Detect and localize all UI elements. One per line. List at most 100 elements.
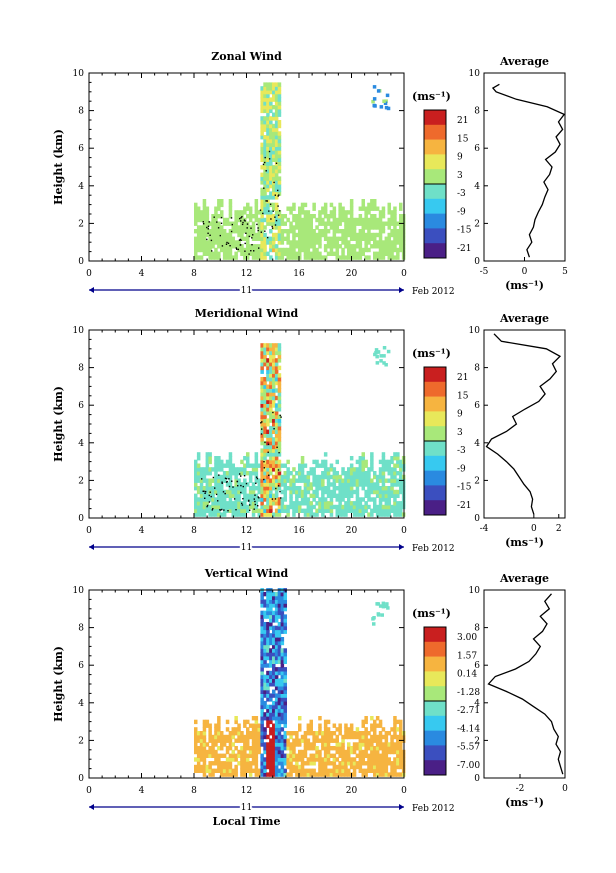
heatmap-cell <box>269 648 273 653</box>
heatmap-cell <box>379 105 384 109</box>
heatmap-cell <box>399 742 403 747</box>
colorbar-segment <box>424 686 446 702</box>
heatmap-cell <box>283 489 287 495</box>
heatmap-cell <box>283 486 287 491</box>
heatmap-cell <box>196 236 201 241</box>
heatmap-cell <box>387 478 391 483</box>
heatmap-cell <box>211 512 215 517</box>
heatmap-cell <box>266 606 270 612</box>
heatmap-cell <box>381 757 386 762</box>
heatmap-cell <box>246 463 250 468</box>
contour-mark <box>240 491 242 494</box>
heatmap-cell <box>349 508 354 513</box>
heatmap-cell <box>286 486 290 491</box>
heatmap-cell <box>361 251 365 256</box>
heatmap-cell <box>228 229 233 234</box>
heatmap-cell <box>269 369 273 374</box>
heatmap-cell <box>367 236 371 241</box>
heatmap-cell <box>358 474 363 480</box>
heatmap-cell <box>263 120 267 125</box>
colorbar-label: -3 <box>457 446 466 456</box>
heatmap-cell <box>199 474 204 480</box>
heatmap-cell <box>358 508 363 513</box>
heatmap-cell <box>312 459 316 465</box>
heatmap-cell <box>396 247 400 253</box>
heatmap-cell <box>260 120 264 125</box>
heatmap-cells <box>194 343 406 517</box>
heatmap-cell <box>298 247 302 253</box>
heatmap-cell <box>367 504 371 510</box>
heatmap-cell <box>231 508 235 513</box>
heatmap-cell <box>378 742 383 747</box>
heatmap-cell <box>214 723 218 728</box>
heatmap-cell <box>202 217 207 223</box>
heatmap-cell <box>217 738 221 743</box>
heatmap-cell <box>361 474 365 480</box>
heatmap-cell <box>352 489 357 495</box>
heatmap-cell <box>329 240 334 245</box>
heatmap-cell <box>358 501 363 506</box>
heatmap-cell <box>298 251 302 256</box>
heatmap-cell <box>283 670 287 676</box>
heatmap-cell <box>199 757 204 762</box>
heatmap-cell <box>393 255 397 260</box>
heatmap-cell <box>341 497 345 502</box>
heatmap-cell <box>384 486 389 491</box>
heatmap-cell <box>272 236 276 241</box>
heatmap-cell <box>269 633 273 638</box>
heatmap-cell <box>240 247 244 253</box>
heatmap-cell <box>272 388 276 393</box>
heatmap-cell <box>361 508 365 513</box>
heatmap-cell <box>240 489 244 495</box>
heatmap-cell <box>260 637 264 642</box>
heatmap-cell <box>367 255 371 260</box>
heatmap-cell <box>280 478 285 483</box>
heatmap-cell <box>303 497 308 502</box>
heatmap-cell <box>347 467 351 472</box>
heatmap-cell <box>254 734 259 740</box>
heatmap-cell <box>246 734 250 740</box>
heatmap-cell <box>199 244 204 249</box>
heatmap-cell <box>335 727 339 732</box>
heatmap-cell <box>214 456 218 461</box>
heatmap-cell <box>222 221 227 226</box>
heatmap-cell <box>381 478 386 483</box>
heatmap-cell <box>274 463 279 468</box>
heatmap-cell <box>352 471 357 476</box>
heatmap-cell <box>269 757 273 762</box>
heatmap-cell <box>240 738 244 743</box>
contour-mark <box>241 223 244 226</box>
heatmap-cell <box>384 363 388 367</box>
heatmap-cell <box>329 746 334 751</box>
heatmap-cell <box>266 622 270 627</box>
date-label: Feb 2012 <box>412 287 455 297</box>
heatmap-cell <box>272 764 276 770</box>
heatmap-cell <box>277 101 282 106</box>
heatmap-cell <box>396 459 400 465</box>
heatmap-cell <box>312 236 316 241</box>
heatmap-cell <box>318 255 322 260</box>
heatmap-cell <box>283 652 287 657</box>
profile-y-tick-label: 6 <box>474 401 480 411</box>
heatmap-cell <box>318 757 322 762</box>
heatmap-cell <box>344 512 348 517</box>
heatmap-cell <box>381 727 386 732</box>
heatmap-cell <box>318 723 322 728</box>
heatmap-cell <box>332 489 337 495</box>
heatmap-cell <box>220 742 224 747</box>
heatmap-cell <box>384 105 389 110</box>
heatmap-cell <box>243 210 247 215</box>
heatmap-cell <box>266 180 270 185</box>
contour-mark <box>226 241 228 244</box>
heatmap-cell <box>378 501 383 506</box>
heatmap-cell <box>228 489 233 495</box>
heatmap-cell <box>332 244 337 249</box>
contour-mark <box>237 248 239 251</box>
heatmap-cell <box>277 644 282 649</box>
heatmap-cell <box>257 497 261 502</box>
heatmap-cell <box>347 501 351 506</box>
heatmap-cell <box>367 467 371 472</box>
heatmap-cell <box>373 240 377 245</box>
heatmap-cell <box>234 240 238 245</box>
heatmap-cell <box>263 123 267 129</box>
